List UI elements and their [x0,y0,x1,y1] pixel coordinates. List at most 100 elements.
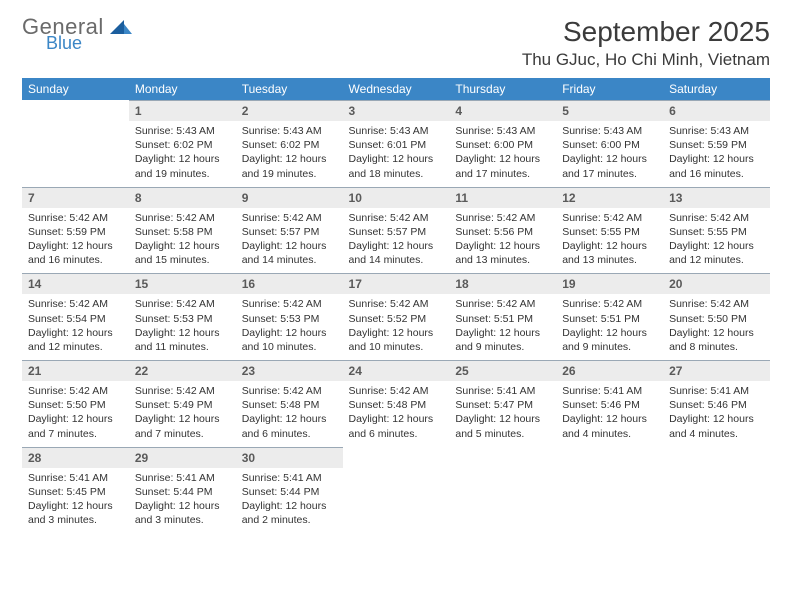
day-number: 10 [343,187,450,208]
calendar-week-row: 28Sunrise: 5:41 AMSunset: 5:45 PMDayligh… [22,447,770,534]
day-number: 15 [129,273,236,294]
calendar-cell: 28Sunrise: 5:41 AMSunset: 5:45 PMDayligh… [22,447,129,534]
day-number: 1 [129,100,236,121]
calendar-cell: 12Sunrise: 5:42 AMSunset: 5:55 PMDayligh… [556,187,663,274]
daylight-line: Daylight: 12 hours and 8 minutes. [669,326,764,354]
calendar-cell: 23Sunrise: 5:42 AMSunset: 5:48 PMDayligh… [236,360,343,447]
calendar-cell [449,447,556,534]
logo: General Blue [22,16,132,52]
calendar-cell: 20Sunrise: 5:42 AMSunset: 5:50 PMDayligh… [663,273,770,360]
daylight-line: Daylight: 12 hours and 12 minutes. [669,239,764,267]
day-number: 23 [236,360,343,381]
calendar-cell: 17Sunrise: 5:42 AMSunset: 5:52 PMDayligh… [343,273,450,360]
sunset-line: Sunset: 5:44 PM [242,485,337,499]
header: General Blue September 2025 Thu GJuc, Ho… [22,16,770,70]
calendar-cell: 25Sunrise: 5:41 AMSunset: 5:47 PMDayligh… [449,360,556,447]
calendar-body: 1Sunrise: 5:43 AMSunset: 6:02 PMDaylight… [22,100,770,533]
day-number: 22 [129,360,236,381]
day-body: Sunrise: 5:42 AMSunset: 5:51 PMDaylight:… [449,294,556,360]
sunrise-line: Sunrise: 5:42 AM [455,211,550,225]
daylight-line: Daylight: 12 hours and 4 minutes. [562,412,657,440]
sunrise-line: Sunrise: 5:42 AM [28,384,123,398]
day-number: 5 [556,100,663,121]
calendar-cell: 19Sunrise: 5:42 AMSunset: 5:51 PMDayligh… [556,273,663,360]
daylight-line: Daylight: 12 hours and 4 minutes. [669,412,764,440]
day-body: Sunrise: 5:42 AMSunset: 5:50 PMDaylight:… [663,294,770,360]
sunrise-line: Sunrise: 5:42 AM [562,211,657,225]
day-body: Sunrise: 5:42 AMSunset: 5:53 PMDaylight:… [236,294,343,360]
sunrise-line: Sunrise: 5:41 AM [562,384,657,398]
sunrise-line: Sunrise: 5:42 AM [135,297,230,311]
sunset-line: Sunset: 5:56 PM [455,225,550,239]
sunrise-line: Sunrise: 5:42 AM [669,297,764,311]
day-body: Sunrise: 5:41 AMSunset: 5:44 PMDaylight:… [129,468,236,534]
calendar-cell: 6Sunrise: 5:43 AMSunset: 5:59 PMDaylight… [663,100,770,187]
daylight-line: Daylight: 12 hours and 9 minutes. [562,326,657,354]
daylight-line: Daylight: 12 hours and 19 minutes. [242,152,337,180]
day-body: Sunrise: 5:42 AMSunset: 5:57 PMDaylight:… [343,208,450,274]
calendar-cell: 10Sunrise: 5:42 AMSunset: 5:57 PMDayligh… [343,187,450,274]
day-body: Sunrise: 5:43 AMSunset: 6:02 PMDaylight:… [129,121,236,187]
sunrise-line: Sunrise: 5:42 AM [349,211,444,225]
daylight-line: Daylight: 12 hours and 14 minutes. [242,239,337,267]
sunset-line: Sunset: 6:02 PM [135,138,230,152]
day-body: Sunrise: 5:42 AMSunset: 5:58 PMDaylight:… [129,208,236,274]
sunset-line: Sunset: 5:46 PM [669,398,764,412]
daylight-line: Daylight: 12 hours and 15 minutes. [135,239,230,267]
logo-blue: Blue [46,34,132,52]
day-number: 25 [449,360,556,381]
day-body: Sunrise: 5:42 AMSunset: 5:48 PMDaylight:… [236,381,343,447]
daylight-line: Daylight: 12 hours and 18 minutes. [349,152,444,180]
daylight-line: Daylight: 12 hours and 9 minutes. [455,326,550,354]
day-number: 3 [343,100,450,121]
calendar-cell: 8Sunrise: 5:42 AMSunset: 5:58 PMDaylight… [129,187,236,274]
sunrise-line: Sunrise: 5:42 AM [135,384,230,398]
sunrise-line: Sunrise: 5:42 AM [242,211,337,225]
day-body: Sunrise: 5:42 AMSunset: 5:54 PMDaylight:… [22,294,129,360]
daylight-line: Daylight: 12 hours and 3 minutes. [135,499,230,527]
sunset-line: Sunset: 5:53 PM [135,312,230,326]
sunset-line: Sunset: 5:53 PM [242,312,337,326]
day-number: 11 [449,187,556,208]
day-body: Sunrise: 5:43 AMSunset: 5:59 PMDaylight:… [663,121,770,187]
day-number: 9 [236,187,343,208]
sunrise-line: Sunrise: 5:42 AM [349,297,444,311]
day-number: 14 [22,273,129,294]
day-body: Sunrise: 5:43 AMSunset: 6:00 PMDaylight:… [556,121,663,187]
sunset-line: Sunset: 5:44 PM [135,485,230,499]
sunrise-line: Sunrise: 5:41 AM [135,471,230,485]
calendar-cell: 5Sunrise: 5:43 AMSunset: 6:00 PMDaylight… [556,100,663,187]
daylight-line: Daylight: 12 hours and 7 minutes. [28,412,123,440]
calendar-cell: 30Sunrise: 5:41 AMSunset: 5:44 PMDayligh… [236,447,343,534]
calendar-cell: 11Sunrise: 5:42 AMSunset: 5:56 PMDayligh… [449,187,556,274]
calendar-cell [22,100,129,187]
title-block: September 2025 Thu GJuc, Ho Chi Minh, Vi… [522,16,770,70]
day-body: Sunrise: 5:42 AMSunset: 5:55 PMDaylight:… [556,208,663,274]
calendar-cell: 3Sunrise: 5:43 AMSunset: 6:01 PMDaylight… [343,100,450,187]
calendar-cell: 15Sunrise: 5:42 AMSunset: 5:53 PMDayligh… [129,273,236,360]
calendar-header-row: SundayMondayTuesdayWednesdayThursdayFrid… [22,78,770,100]
day-body: Sunrise: 5:43 AMSunset: 6:00 PMDaylight:… [449,121,556,187]
sunset-line: Sunset: 5:57 PM [349,225,444,239]
daylight-line: Daylight: 12 hours and 17 minutes. [455,152,550,180]
day-body: Sunrise: 5:42 AMSunset: 5:55 PMDaylight:… [663,208,770,274]
sunset-line: Sunset: 5:48 PM [242,398,337,412]
daylight-line: Daylight: 12 hours and 17 minutes. [562,152,657,180]
day-body: Sunrise: 5:41 AMSunset: 5:44 PMDaylight:… [236,468,343,534]
daylight-line: Daylight: 12 hours and 6 minutes. [349,412,444,440]
daylight-line: Daylight: 12 hours and 6 minutes. [242,412,337,440]
sunset-line: Sunset: 5:52 PM [349,312,444,326]
sunrise-line: Sunrise: 5:42 AM [242,384,337,398]
day-number: 4 [449,100,556,121]
day-number: 27 [663,360,770,381]
calendar-cell: 13Sunrise: 5:42 AMSunset: 5:55 PMDayligh… [663,187,770,274]
sunset-line: Sunset: 5:57 PM [242,225,337,239]
daylight-line: Daylight: 12 hours and 3 minutes. [28,499,123,527]
daylight-line: Daylight: 12 hours and 10 minutes. [242,326,337,354]
sunrise-line: Sunrise: 5:43 AM [135,124,230,138]
sunrise-line: Sunrise: 5:42 AM [349,384,444,398]
day-body: Sunrise: 5:42 AMSunset: 5:53 PMDaylight:… [129,294,236,360]
day-body: Sunrise: 5:41 AMSunset: 5:45 PMDaylight:… [22,468,129,534]
day-number: 19 [556,273,663,294]
sunset-line: Sunset: 5:58 PM [135,225,230,239]
